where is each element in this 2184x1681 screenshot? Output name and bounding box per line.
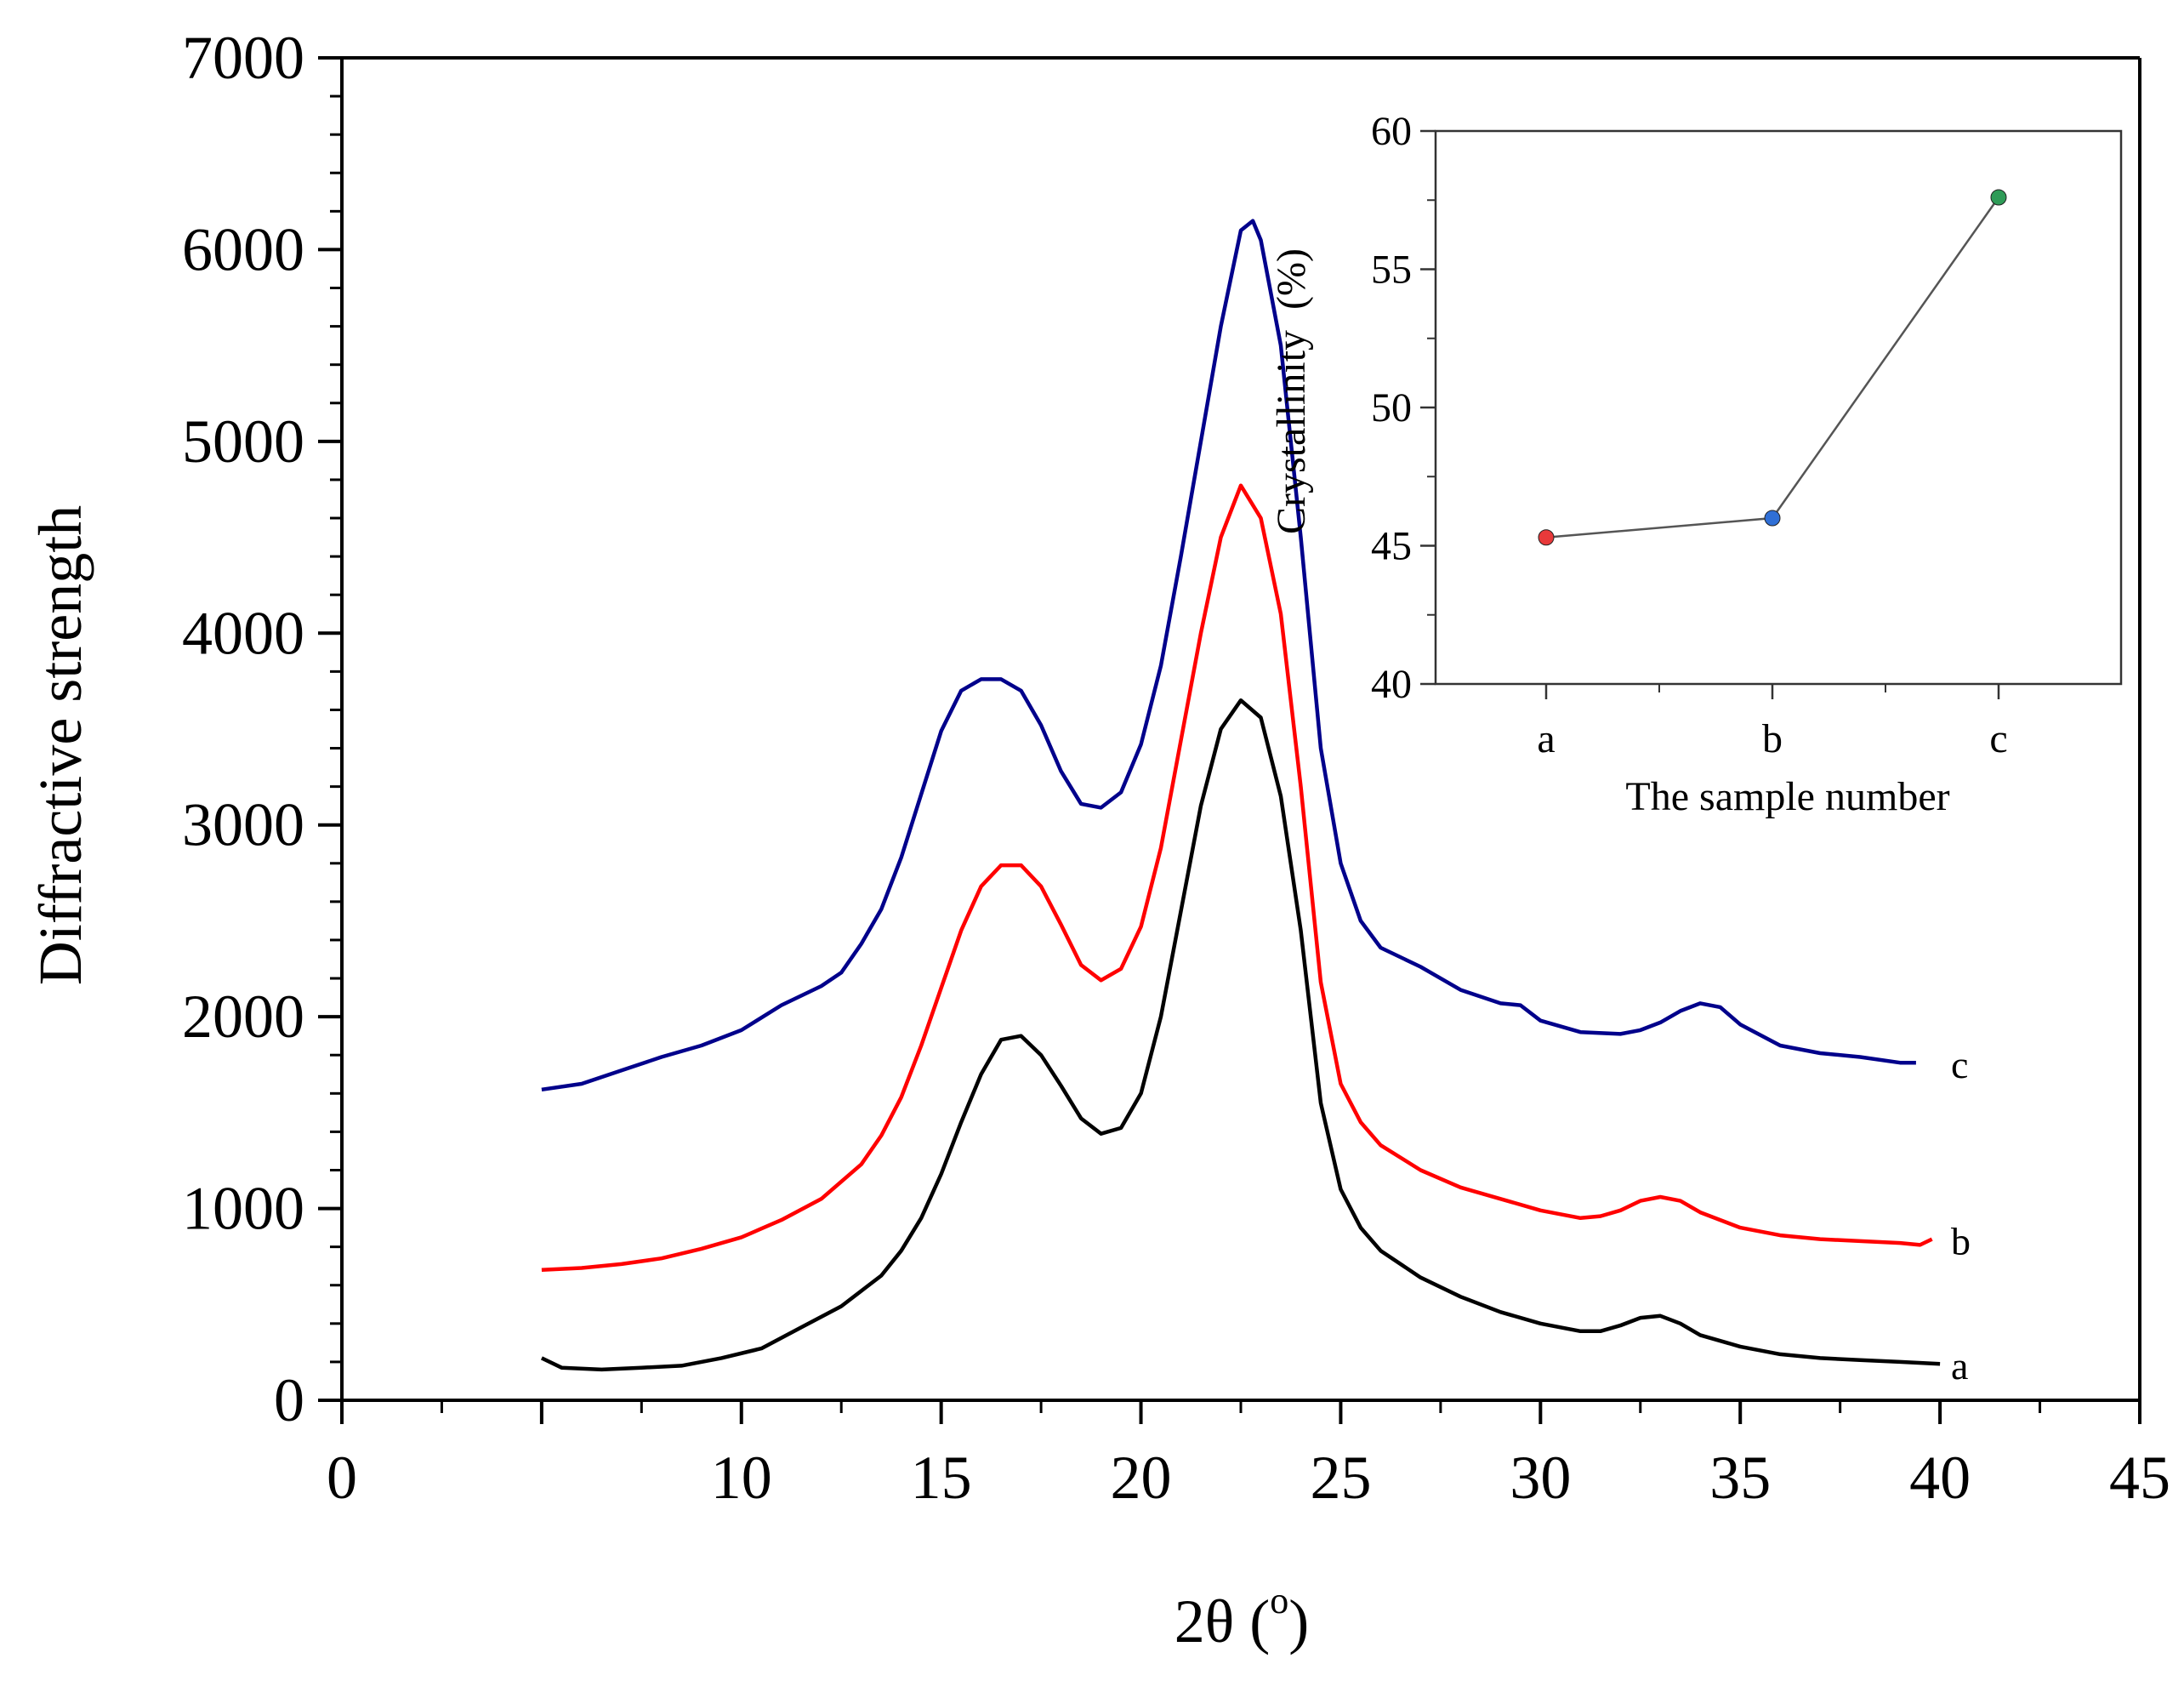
curve-label-a: a — [1951, 1344, 1968, 1388]
y-tick-label: 6000 — [182, 215, 304, 283]
y-tick-label: 2000 — [182, 983, 304, 1051]
inset-series-group — [1538, 189, 2007, 546]
inset-y-tick-label: 50 — [1371, 385, 1412, 430]
y-tick-label: 0 — [274, 1366, 304, 1434]
x-tick-label: 10 — [711, 1444, 772, 1512]
series-a-line — [540, 698, 1941, 1372]
inset-y-tick-label: 45 — [1371, 524, 1412, 569]
x-tick-label: 15 — [911, 1444, 972, 1512]
main-plot: 0 10 15 20 25 30 35 40 45 0 1000 2000 3000 4000 5000 6… — [26, 24, 2170, 1655]
inset-x-axis-title: The sample number — [1625, 774, 1949, 819]
x-tick-label: 30 — [1510, 1444, 1571, 1512]
xlabel-prefix: 2θ ( — [1174, 1587, 1270, 1655]
y-tick-label: 5000 — [182, 407, 304, 476]
x-tick-label: 35 — [1709, 1444, 1771, 1512]
y-tick-label: 4000 — [182, 599, 304, 667]
curve-label-c: c — [1951, 1043, 1968, 1086]
main-x-axis-title: 2θ (o) — [1174, 1580, 1309, 1655]
inset-y-tick-label: 60 — [1371, 109, 1412, 154]
inset-point-c — [1990, 189, 2007, 206]
curve-labels: a b c — [1951, 1043, 1971, 1388]
y-tick-label: 7000 — [182, 24, 304, 92]
x-tick-label: 0 — [327, 1444, 357, 1512]
inset-series-line — [1545, 197, 2000, 539]
inset-x-tick-label: a — [1537, 716, 1555, 761]
main-x-ticks: 0 10 15 20 25 30 35 40 45 — [327, 1400, 2170, 1512]
main-y-axis-title: Diffractive strength — [26, 505, 94, 985]
inset-point-a — [1538, 529, 1555, 546]
inset-x-ticks: a b c — [1537, 684, 2008, 761]
inset-x-tick-label: b — [1762, 716, 1783, 761]
curve-label-b: b — [1951, 1220, 1971, 1263]
inset-point-b — [1764, 510, 1781, 527]
inset-plot: 40 45 50 55 60 a b c Crystallinity (%) The sam… — [1269, 109, 2123, 819]
xlabel-suffix: ) — [1288, 1587, 1309, 1655]
main-series-group — [540, 219, 1941, 1372]
inset-frame — [1434, 129, 2123, 686]
x-tick-label: 40 — [1909, 1444, 1971, 1512]
y-tick-label: 1000 — [182, 1175, 304, 1243]
inset-x-tick-label: c — [1989, 716, 2007, 761]
x-tick-label: 20 — [1111, 1444, 1172, 1512]
series-c-line — [541, 219, 1916, 1092]
main-y-ticks: 0 1000 2000 3000 4000 5000 6000 7000 — [182, 24, 342, 1434]
inset-y-axis-title: Crystallinity (%) — [1269, 248, 1314, 534]
x-tick-label: 25 — [1310, 1444, 1371, 1512]
xlabel-degree: o — [1270, 1580, 1288, 1621]
inset-y-ticks: 40 45 50 55 60 — [1371, 109, 1436, 707]
series-b-line — [541, 483, 1933, 1272]
y-tick-label: 3000 — [182, 791, 304, 859]
inset-y-tick-label: 40 — [1371, 662, 1412, 707]
inset-y-tick-label: 55 — [1371, 248, 1412, 293]
x-tick-label: 45 — [2109, 1444, 2170, 1512]
